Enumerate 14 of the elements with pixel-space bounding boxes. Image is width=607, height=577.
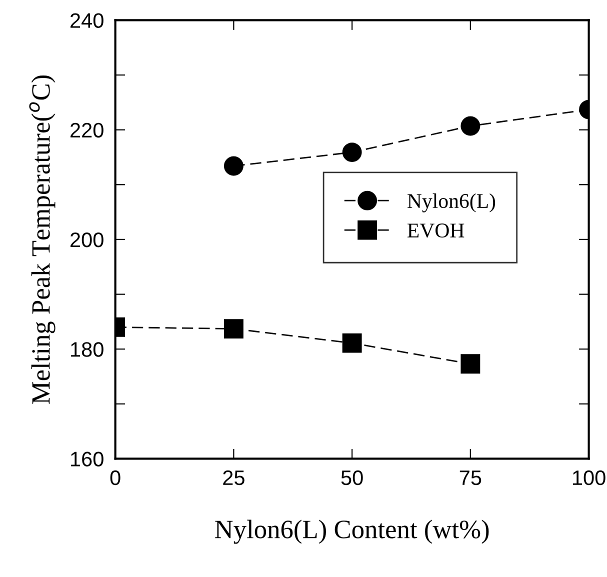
y-tick-label: 220 xyxy=(70,122,104,138)
legend-label: EVOH xyxy=(407,224,464,238)
y-tick-label: 180 xyxy=(71,342,104,357)
y-axis-title: Melting Peak Temperature($^{o}$C) xyxy=(29,76,56,404)
legend-label: Nylon6(L) xyxy=(407,193,496,212)
y-tick-label: 240 xyxy=(70,13,104,28)
y-tick-label: 200 xyxy=(70,232,104,248)
x-tick-label: 25 xyxy=(223,470,244,486)
x-tick-label: 75 xyxy=(460,470,482,486)
x-tick-label: 100 xyxy=(573,470,606,486)
x-tick-label: 0 xyxy=(110,470,120,486)
x-tick-label: 50 xyxy=(341,470,363,486)
y-tick-label: 160 xyxy=(71,452,104,466)
x-axis-title: Nylon6(L) Content (wt%) xyxy=(215,520,489,544)
